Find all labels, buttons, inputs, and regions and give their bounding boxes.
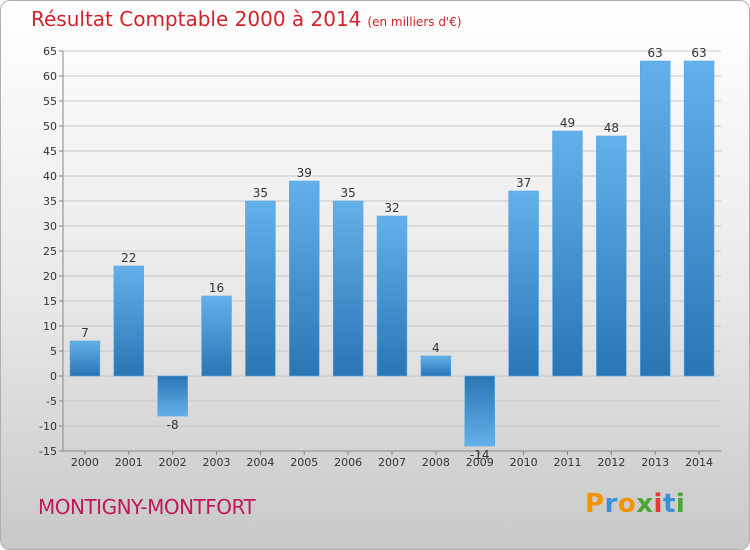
logo-letter: i <box>653 489 663 519</box>
x-tick-label-2010: 2010 <box>510 456 538 469</box>
data-label-2009: -14 <box>470 448 490 462</box>
y-tick-label: 60 <box>43 70 57 83</box>
y-tick-label: 20 <box>43 270 57 283</box>
y-tick-label: 55 <box>43 95 57 108</box>
x-tick-label-2012: 2012 <box>597 456 625 469</box>
bar-2011 <box>552 130 583 377</box>
data-label-2010: 37 <box>516 176 531 190</box>
x-tick-label-2005: 2005 <box>290 456 318 469</box>
x-tick-label-2002: 2002 <box>159 456 187 469</box>
logo-letter: i <box>675 489 686 519</box>
y-tick-label: 50 <box>43 120 57 133</box>
x-tick-label-2006: 2006 <box>334 456 362 469</box>
x-tick-label-2008: 2008 <box>422 456 450 469</box>
logo-letter: o <box>617 489 637 519</box>
y-tick-label: 0 <box>50 370 57 383</box>
y-tick-label: 45 <box>43 145 57 158</box>
chart-title-block: Résultat Comptable 2000 à 2014 (en millie… <box>31 7 462 31</box>
bar-2008 <box>420 355 452 377</box>
y-tick-label: 10 <box>43 320 57 333</box>
data-label-2007: 32 <box>384 201 399 215</box>
logo-letter: r <box>604 489 618 519</box>
data-label-2000: 7 <box>81 326 89 340</box>
bar-2009 <box>464 375 495 447</box>
x-tick-label-2003: 2003 <box>203 456 231 469</box>
y-tick-label: 5 <box>50 345 57 358</box>
y-tick-label: 65 <box>43 45 57 58</box>
bar-2007 <box>376 215 408 377</box>
data-label-2013: 63 <box>648 46 663 60</box>
bar-2010 <box>508 190 539 377</box>
x-tick-label-2004: 2004 <box>246 456 274 469</box>
data-label-2003: 16 <box>209 281 224 295</box>
data-label-2001: 22 <box>121 251 136 265</box>
proxiti-logo: Proxiti <box>585 489 685 519</box>
data-label-2012: 48 <box>604 121 619 135</box>
data-label-2004: 35 <box>253 186 268 200</box>
y-tick-label: 40 <box>43 170 57 183</box>
y-tick-label: -5 <box>46 395 57 408</box>
bar-2004 <box>245 200 276 377</box>
y-tick-label: 25 <box>43 245 57 258</box>
bar-2013 <box>639 60 671 377</box>
data-label-2002: -8 <box>167 418 179 432</box>
bar-2001 <box>113 265 145 377</box>
bar-2002 <box>157 375 188 417</box>
x-tick-label-2000: 2000 <box>71 456 99 469</box>
x-tick-label-2007: 2007 <box>378 456 406 469</box>
x-tick-label-2013: 2013 <box>641 456 669 469</box>
bar-2003 <box>201 295 232 377</box>
data-label-2014: 63 <box>691 46 706 60</box>
commune-name: MONTIGNY-MONTFORT <box>38 495 256 519</box>
bar-2012 <box>596 135 627 377</box>
data-label-2006: 35 <box>340 186 355 200</box>
y-tick-label: -10 <box>39 420 57 433</box>
y-tick-label: 30 <box>43 220 57 233</box>
bar-2005 <box>289 180 320 377</box>
logo-letter: x <box>636 489 654 519</box>
chart-unit: (en milliers d'€) <box>367 15 462 29</box>
bar-2000 <box>69 340 101 377</box>
y-tick-label: -15 <box>39 445 57 458</box>
x-tick-label-2011: 2011 <box>553 456 581 469</box>
bar-layer <box>69 60 715 447</box>
data-label-2011: 49 <box>560 116 575 130</box>
bar-2006 <box>332 200 364 377</box>
logo-letter: P <box>585 489 605 519</box>
y-tick-label: 15 <box>43 295 57 308</box>
x-tick-label-2009: 2009 <box>466 456 494 469</box>
x-tick-label-2014: 2014 <box>685 456 713 469</box>
chart-title: Résultat Comptable 2000 à 2014 <box>31 7 362 31</box>
x-tick-label-2001: 2001 <box>115 456 143 469</box>
data-label-2005: 39 <box>297 166 312 180</box>
y-tick-label: 35 <box>43 195 57 208</box>
bar-2014 <box>683 60 715 377</box>
label-layer: 7 22 -8 16 35 39 35 32 4 -14 37 49 48 63 63 <box>81 46 707 462</box>
logo-letter: t <box>662 489 676 519</box>
data-label-2008: 4 <box>432 341 440 355</box>
